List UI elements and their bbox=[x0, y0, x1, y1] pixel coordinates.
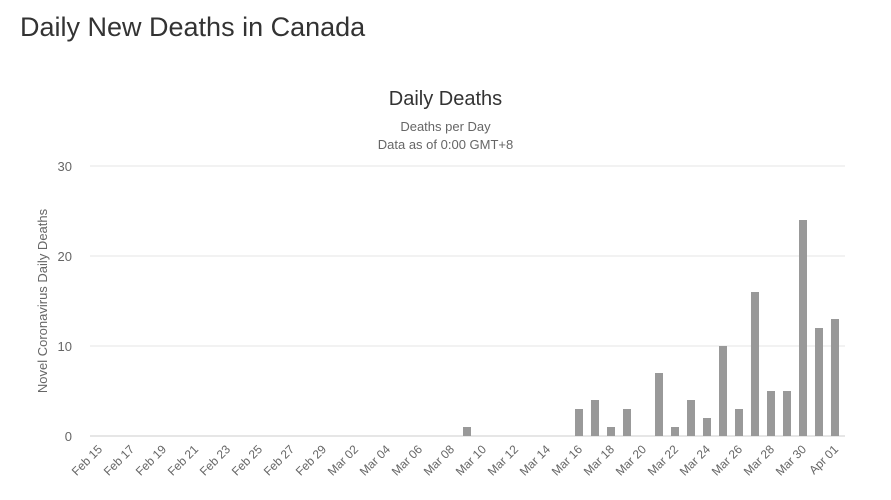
y-tick-label: 0 bbox=[65, 429, 72, 444]
bar bbox=[607, 427, 615, 436]
x-tick-label: Mar 14 bbox=[517, 442, 554, 479]
bar bbox=[623, 409, 631, 436]
x-tick-label: Mar 24 bbox=[677, 442, 714, 479]
page-title: Daily New Deaths in Canada bbox=[20, 12, 366, 42]
x-tick-label: Mar 08 bbox=[421, 442, 458, 479]
bar bbox=[703, 418, 711, 436]
chart-subtitle: Deaths per Day bbox=[400, 119, 491, 134]
x-tick-label: Mar 16 bbox=[549, 442, 586, 479]
x-tick-label: Mar 26 bbox=[709, 442, 746, 479]
x-tick-label: Feb 29 bbox=[293, 442, 330, 479]
x-tick-label: Mar 18 bbox=[581, 442, 618, 479]
y-tick-label: 30 bbox=[58, 159, 72, 174]
x-tick-label: Mar 06 bbox=[389, 442, 426, 479]
chart-subtitle-date: Data as of 0:00 GMT+8 bbox=[377, 137, 514, 152]
bar bbox=[831, 319, 839, 436]
x-tick-label: Mar 20 bbox=[613, 442, 650, 479]
x-tick-label: Feb 19 bbox=[133, 442, 170, 479]
x-tick-label: Mar 22 bbox=[645, 442, 682, 479]
x-tick-label: Mar 04 bbox=[357, 442, 394, 479]
bar bbox=[735, 409, 743, 436]
bar bbox=[815, 328, 823, 436]
bar bbox=[687, 400, 695, 436]
x-tick-label: Feb 25 bbox=[229, 442, 266, 479]
y-tick-label: 10 bbox=[58, 339, 72, 354]
bar bbox=[463, 427, 471, 436]
y-axis-label: Novel Coronavirus Daily Deaths bbox=[35, 208, 50, 393]
x-tick-label: Mar 10 bbox=[453, 442, 490, 479]
x-tick-label: Mar 28 bbox=[741, 442, 778, 479]
chart-title: Daily Deaths bbox=[388, 88, 503, 110]
bar bbox=[719, 346, 727, 436]
bar bbox=[591, 400, 599, 436]
x-tick-label: Feb 27 bbox=[261, 442, 298, 479]
bar bbox=[751, 292, 759, 436]
x-tick-label: Mar 12 bbox=[485, 442, 522, 479]
bar bbox=[799, 220, 807, 436]
x-tick-label: Mar 30 bbox=[773, 442, 810, 479]
bar bbox=[655, 373, 663, 436]
x-tick-label: Mar 02 bbox=[325, 442, 362, 479]
bar bbox=[575, 409, 583, 436]
x-tick-label: Feb 23 bbox=[197, 442, 234, 479]
y-tick-label: 20 bbox=[58, 249, 72, 264]
x-tick-label: Apr 01 bbox=[806, 442, 841, 477]
x-tick-label: Feb 17 bbox=[101, 442, 138, 479]
bar bbox=[767, 391, 775, 436]
bar bbox=[783, 391, 791, 436]
x-tick-label: Feb 21 bbox=[165, 442, 202, 479]
bar bbox=[671, 427, 679, 436]
x-tick-label: Feb 15 bbox=[69, 442, 106, 479]
